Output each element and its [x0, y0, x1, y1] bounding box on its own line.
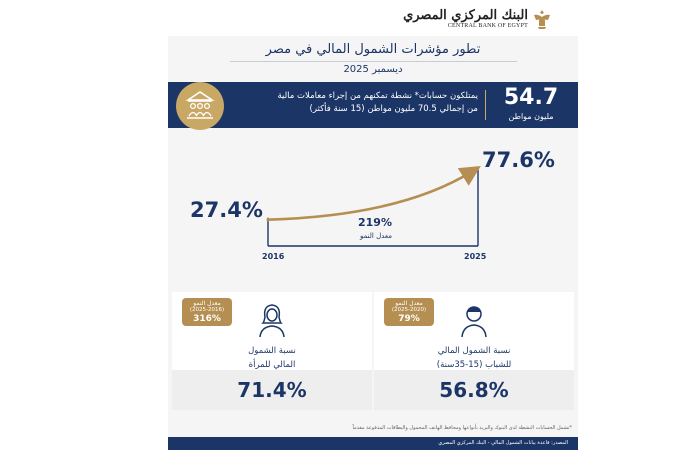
- banner-value: 54.7: [503, 85, 559, 110]
- source-text: المصدر: قاعدة بيانات الشمول المالي - الب…: [438, 440, 568, 446]
- woman-icon: [259, 304, 285, 338]
- young-man-icon: [461, 306, 487, 338]
- x-tick-label-start: 2016: [262, 252, 285, 261]
- badge-period: (2025-2020): [391, 307, 427, 313]
- bank-logo: البنك المركزي المصري CENTRAL BANK OF EGY…: [403, 8, 552, 30]
- growth-rate-value: 219%: [358, 216, 392, 229]
- badge-value: 316%: [193, 314, 221, 324]
- logo-row: البنك المركزي المصري CENTRAL BANK OF EGY…: [168, 0, 578, 36]
- start-value-label: 27.4%: [190, 198, 263, 222]
- banner-unit: مليون مواطن: [508, 112, 554, 121]
- youth-value-area: 56.8%: [374, 370, 574, 410]
- x-tick-label-end: 2025: [464, 252, 487, 261]
- women-label-line2: المالي للمرأة: [248, 360, 296, 370]
- data-point-2025: [470, 170, 474, 174]
- growth-chart-svg: [266, 166, 481, 247]
- title-divider: [229, 61, 517, 62]
- banner-description: يمتلكون حسابات* نشطة تمكنهم من إجراء معا…: [277, 91, 478, 114]
- infographic-card: البنك المركزي المصري CENTRAL BANK OF EGY…: [168, 0, 578, 450]
- youth-inclusion-panel: معدل النمو (2025-2020) 79% نسبة الشمول ا…: [374, 292, 574, 410]
- women-label: نسبة الشمول المالي للمرأة: [172, 344, 372, 372]
- growth-rate-label: معدل النمو: [360, 232, 392, 240]
- bank-users-icon: [176, 82, 224, 130]
- women-growth-badge: معدل النمو (2025-2016) 316%: [182, 298, 232, 326]
- report-date: ديسمبر 2025: [343, 64, 403, 75]
- youth-growth-badge: معدل النمو (2025-2020) 79%: [384, 298, 434, 326]
- badge-period: (2025-2016): [189, 307, 225, 313]
- youth-label-line2: للشباب (15-35سنة): [436, 360, 512, 370]
- growth-line: [267, 166, 481, 221]
- women-inclusion-value: 71.4%: [237, 378, 307, 402]
- badge-label: معدل النمو: [395, 300, 423, 307]
- women-inclusion-panel: معدل النمو (2025-2016) 316% نسبة الشمول …: [172, 292, 372, 410]
- end-value-label: 77.6%: [482, 148, 555, 172]
- growth-chart: 27.4% 77.6% 219% معدل النمو 2016 2025: [168, 128, 578, 290]
- footnote: *تشمل الحسابات النشطة لدى البنوك والبريد…: [352, 425, 572, 431]
- badge-value: 79%: [398, 314, 420, 324]
- data-point-2016: [266, 218, 270, 222]
- youth-label-line1: نسبة الشمول المالي: [437, 346, 511, 356]
- eagle-emblem-icon: [534, 10, 550, 29]
- accounts-banner: 54.7 مليون مواطن يمتلكون حسابات* نشطة تم…: [168, 82, 578, 130]
- title-area: تطور مؤشرات الشمول المالي في مصر ديسمبر …: [168, 36, 578, 82]
- page-title: تطور مؤشرات الشمول المالي في مصر: [265, 42, 481, 57]
- youth-label: نسبة الشمول المالي للشباب (15-35سنة): [374, 344, 574, 372]
- youth-inclusion-value: 56.8%: [439, 378, 509, 402]
- banner-stat: 54.7 مليون مواطن: [496, 84, 566, 121]
- source-bar: المصدر: قاعدة بيانات الشمول المالي - الب…: [168, 437, 578, 450]
- women-value-area: 71.4%: [172, 370, 372, 410]
- banner-divider: [485, 90, 486, 120]
- bank-name-en: CENTRAL BANK OF EGYPT: [447, 23, 528, 29]
- women-label-line1: نسبة الشمول: [248, 346, 296, 356]
- bank-name-ar: البنك المركزي المصري: [403, 8, 528, 23]
- badge-label: معدل النمو: [193, 300, 221, 307]
